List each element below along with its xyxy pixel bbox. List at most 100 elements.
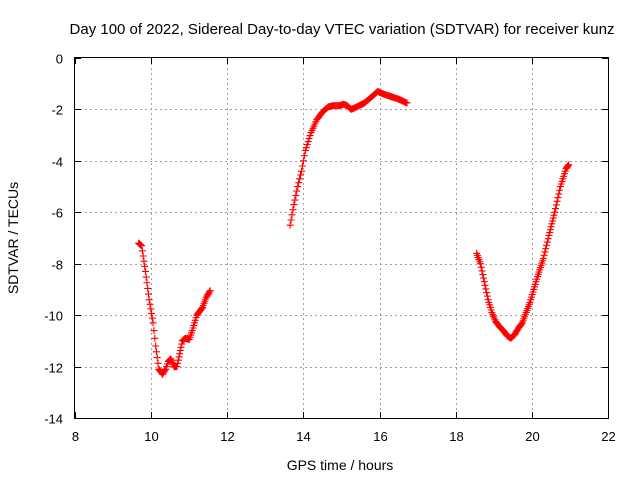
data-point — [148, 314, 156, 322]
data-point — [206, 287, 214, 295]
data-point — [565, 161, 573, 169]
data-point — [291, 196, 299, 204]
data-point — [305, 135, 313, 143]
data-point — [552, 201, 560, 209]
x-tick-label: 22 — [601, 429, 615, 444]
data-point — [136, 240, 144, 248]
y-tick-label: 0 — [56, 52, 63, 67]
data-point — [518, 320, 526, 328]
x-tick-label: 16 — [373, 429, 387, 444]
data-point — [146, 300, 154, 308]
data-point — [161, 366, 169, 374]
data-point — [556, 186, 564, 194]
x-axis-label: GPS time / hours — [287, 457, 394, 473]
data-point — [297, 171, 305, 179]
data-point — [478, 267, 486, 275]
data-point — [286, 221, 294, 229]
data-point — [549, 214, 557, 222]
data-point — [174, 359, 182, 367]
data-point — [540, 251, 548, 259]
y-tick-label: -8 — [51, 258, 63, 273]
data-point — [142, 273, 150, 281]
x-tick-label: 8 — [72, 429, 79, 444]
series-arc-1 — [135, 239, 214, 378]
data-point — [546, 229, 554, 237]
data-point — [554, 194, 562, 202]
data-point — [543, 238, 551, 246]
data-point — [138, 247, 146, 255]
data-point — [479, 271, 487, 279]
data-point — [139, 252, 147, 260]
data-point — [292, 192, 300, 200]
data-point — [149, 319, 157, 327]
x-tick-labels: 8 10 12 14 16 18 20 22 — [72, 429, 616, 444]
x-tick-label: 18 — [449, 429, 463, 444]
data-point — [539, 255, 547, 263]
data-point — [541, 248, 549, 256]
y-tick-label: -4 — [51, 155, 63, 170]
data-point — [176, 347, 184, 354]
x-tick-label: 20 — [525, 429, 539, 444]
chart-title: Day 100 of 2022, Sidereal Day-to-day VTE… — [70, 21, 615, 38]
data-point — [153, 354, 161, 362]
data-point — [140, 257, 148, 265]
data-point — [175, 353, 183, 361]
data-point — [300, 152, 308, 160]
plot-frame — [74, 57, 609, 419]
y-tick-labels: 0 -2 -4 -6 -8 -10 -12 -14 — [44, 52, 63, 427]
data-point — [544, 235, 552, 243]
data-point — [476, 260, 484, 268]
y-tick-label: -12 — [44, 361, 63, 376]
y-axis-label: SDTVAR / TECUs — [5, 182, 21, 294]
data-point — [545, 231, 553, 239]
data-point — [299, 157, 307, 165]
data-point — [141, 262, 149, 270]
data-point — [306, 132, 314, 140]
series-arc-3 — [473, 161, 573, 342]
data-point — [145, 296, 153, 304]
data-point — [552, 205, 560, 213]
data-point — [289, 206, 297, 214]
data-point — [302, 144, 310, 152]
data-point — [543, 241, 551, 249]
data-point — [548, 220, 556, 228]
data-point — [301, 147, 309, 155]
y-tick-label: -6 — [51, 206, 63, 221]
data-point — [152, 342, 160, 350]
x-tick-label: 14 — [296, 429, 310, 444]
data-point — [148, 310, 156, 318]
data-point — [288, 211, 296, 219]
data-point — [177, 343, 185, 351]
data-point — [550, 211, 558, 219]
data-point — [304, 138, 312, 146]
data-point — [295, 179, 303, 187]
data-point — [298, 162, 306, 170]
data-point — [481, 281, 489, 289]
data-point — [482, 285, 490, 293]
y-tick-label: -10 — [44, 309, 63, 324]
data-point — [553, 197, 561, 205]
series-arc-2 — [286, 87, 411, 229]
data-point — [144, 290, 152, 298]
data-point — [480, 278, 488, 286]
data-point — [137, 241, 145, 249]
data-point — [293, 187, 301, 195]
data-point — [303, 141, 311, 149]
data-point — [564, 162, 572, 170]
data-point — [549, 217, 557, 225]
data-point — [150, 327, 158, 335]
data-point — [178, 340, 186, 348]
y-tick-label: -2 — [51, 103, 63, 118]
data-point — [176, 350, 184, 358]
data-point — [205, 288, 213, 296]
data-point — [403, 99, 411, 107]
data-point — [290, 201, 298, 209]
data-point — [152, 348, 160, 356]
data-point — [555, 190, 563, 198]
tick-marks — [75, 58, 609, 419]
data-point — [547, 223, 555, 231]
data-point — [147, 305, 155, 313]
grid — [75, 58, 608, 418]
